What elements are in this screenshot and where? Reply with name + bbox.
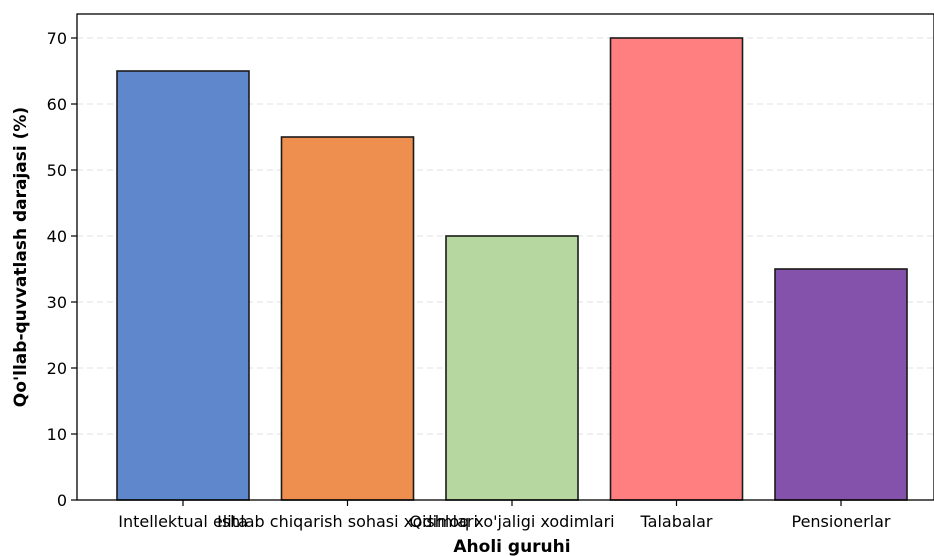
plot-frame (76, 13, 934, 501)
bar (280, 136, 415, 501)
x-tick-label: Pensionerlar (791, 512, 890, 531)
y-tick-label: 10 (47, 425, 67, 444)
y-tick-label: 40 (47, 227, 67, 246)
bar (609, 37, 744, 501)
y-tick-label: 50 (47, 161, 67, 180)
y-axis-ticks: 0 10 20 30 40 50 60 70 (47, 29, 77, 510)
bar (445, 235, 579, 501)
y-tick-label: 20 (47, 359, 67, 378)
y-tick-label: 70 (47, 29, 67, 48)
y-axis-title: Qo'llab-quvvatlash darajasi (%) (11, 107, 31, 407)
x-axis-title: Aholi guruhi (453, 537, 570, 556)
y-tick-label: 30 (47, 293, 67, 312)
bar (116, 70, 250, 501)
x-tick-label: Qishloq xo'jaligi xodimlari (409, 512, 614, 531)
bar (774, 268, 908, 501)
x-tick-label: Talabalar (640, 512, 713, 531)
y-tick-label: 0 (57, 491, 67, 510)
y-tick-label: 60 (47, 95, 67, 114)
bars (116, 37, 908, 501)
x-tick-label: Intellektual elita (118, 512, 248, 531)
x-tick-label: Ishlab chiqarish sohasi xodimlari (217, 512, 478, 531)
